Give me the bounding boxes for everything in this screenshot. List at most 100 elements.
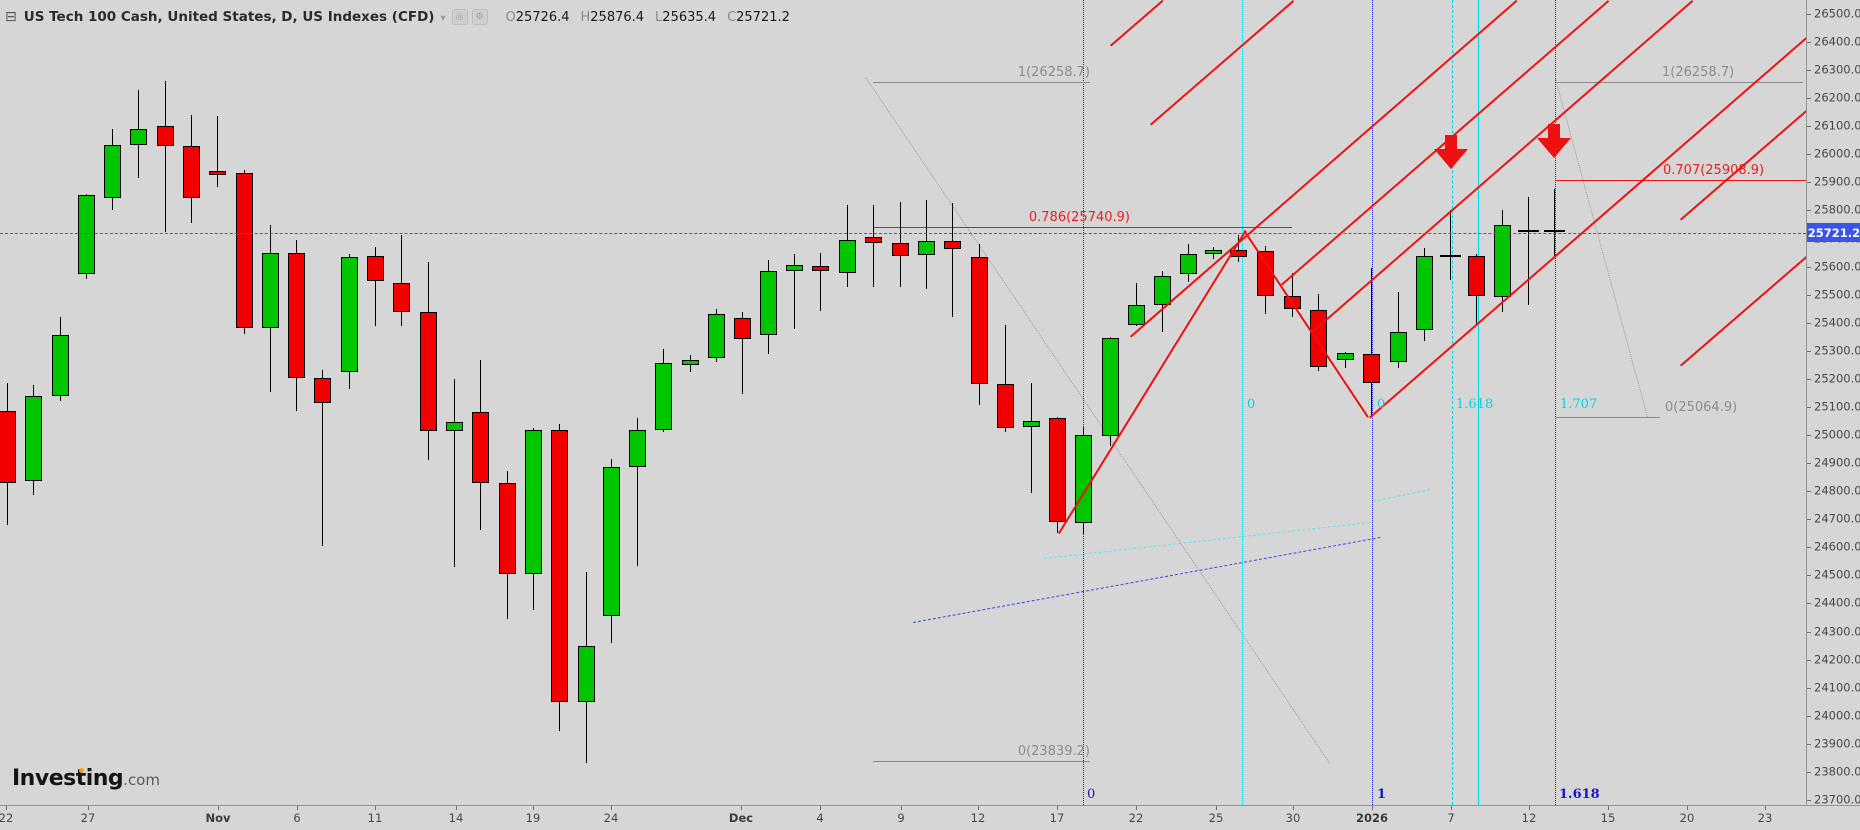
candle-wick (165, 81, 166, 232)
date-tick-label[interactable]: 17 (1049, 811, 1065, 825)
candle-wick (637, 417, 638, 567)
date-tick-mark (375, 806, 376, 810)
arrow-stem (1548, 124, 1560, 139)
date-tick-label[interactable]: 19 (525, 811, 541, 825)
candlestick-up (682, 359, 699, 366)
date-tick-label[interactable]: 22 (1128, 811, 1144, 825)
candlestick-up (603, 467, 620, 616)
date-tick-label[interactable]: 20 (1679, 811, 1695, 825)
fib-level-line (1556, 416, 1660, 418)
price-tick-mark (1807, 294, 1811, 296)
fib-baseline-dotted-line (865, 77, 1330, 764)
date-tick-label[interactable]: 25 (1208, 811, 1224, 825)
date-tick-mark (901, 806, 902, 810)
date-tick-label[interactable]: 2026 (1355, 811, 1389, 825)
fib-level-line (873, 760, 1090, 762)
candlestick-down (734, 317, 751, 339)
date-tick-label[interactable]: 23 (1757, 811, 1773, 825)
price-tick-label: 25600.0 (1814, 258, 1860, 273)
date-tick-mark (456, 806, 457, 810)
candlestick-up (446, 421, 463, 432)
price-tick-mark (1807, 659, 1811, 661)
date-tick-label[interactable]: 11 (367, 811, 383, 825)
candlestick-down (1230, 249, 1247, 257)
candlestick-up (1154, 275, 1171, 306)
date-tick-label[interactable]: 30 (1285, 811, 1301, 825)
price-tick-mark (1807, 631, 1811, 633)
price-axis[interactable]: 26500.0 26400.0 26300.0 26200.0 26100.0 26000… (1806, 0, 1860, 805)
price-tick-mark (1807, 126, 1811, 128)
price-tick-label: 25900.0 (1814, 174, 1860, 189)
red-channel-line (1150, 0, 1295, 126)
current-price-dashed-line (0, 232, 1806, 234)
candlestick-down (314, 377, 331, 403)
date-tick-label[interactable]: 22 (0, 811, 14, 825)
price-tick-mark (1807, 519, 1811, 521)
date-tick-mark (741, 806, 742, 810)
candlestick-down (0, 411, 16, 483)
date-tick-mark (1765, 806, 1766, 810)
candlestick-up (104, 144, 121, 198)
date-tick-label[interactable]: 12 (1521, 811, 1537, 825)
fib-level-label: 0(23839.2) (1017, 743, 1090, 759)
candlestick-up (341, 256, 358, 373)
fib-level-line (1556, 179, 1806, 181)
blue-vertical-dotted-line (1555, 0, 1556, 805)
investing-logo[interactable]: Investing.com (12, 766, 160, 791)
date-tick-mark (978, 806, 979, 810)
candlestick-down (1363, 354, 1380, 383)
candlestick-up (1180, 254, 1197, 274)
date-tick-mark (1216, 806, 1217, 810)
price-tick-mark (1807, 350, 1811, 352)
cyan-vertical-solid-line (1478, 0, 1479, 805)
date-tick-label[interactable]: 15 (1600, 811, 1616, 825)
date-tick-mark (1136, 806, 1137, 810)
price-tick-mark (1807, 743, 1811, 745)
current-price-badge: 25721.2 (1807, 223, 1860, 243)
date-tick-mark (6, 806, 7, 810)
candle-wick (454, 379, 455, 567)
collapse-icon[interactable]: ⊟ (5, 9, 17, 25)
price-tick-mark (1807, 435, 1811, 437)
arrow-head (1434, 149, 1468, 169)
price-tick-mark (1807, 182, 1811, 184)
time-axis[interactable]: 22 27 Nov 6 11 14 19 24 Dec 4 9 12 17 22 25 30 2026 7 12 15… (0, 805, 1860, 830)
red-down-arrow-icon (1537, 124, 1571, 158)
channel-ratio-label: 1.618 (1456, 397, 1494, 412)
date-tick-label[interactable]: 9 (897, 811, 905, 825)
date-tick-label[interactable]: 12 (970, 811, 986, 825)
candlestick-up (629, 429, 646, 468)
price-tick-label: 26400.0 (1814, 34, 1860, 49)
channel-ratio-label: 0 (1377, 397, 1386, 412)
candle-wick (1398, 291, 1399, 369)
candlestick-up (1416, 255, 1433, 331)
date-tick-label[interactable]: Nov (205, 811, 231, 825)
date-tick-label[interactable]: 14 (448, 811, 464, 825)
blue-vertical-dotted-line (1372, 0, 1373, 805)
date-tick-label[interactable]: 24 (603, 811, 619, 825)
fib-level-line (873, 81, 1090, 83)
date-tick-mark (1451, 806, 1452, 810)
price-tick-mark (1807, 575, 1811, 577)
indicator-icon[interactable]: ◎ (451, 9, 468, 25)
price-tick-mark (1807, 70, 1811, 72)
ohlc-h-value: H25876.4 (580, 9, 645, 25)
price-pane[interactable]: 1(26258.7) 0.786(25740.9) 0(23839.2) 1(2625… (0, 0, 1806, 805)
candlestick-down (209, 171, 226, 175)
date-tick-label[interactable]: 6 (293, 811, 301, 825)
fib-level-line (873, 227, 1292, 229)
chevron-down-icon[interactable]: ▾ (440, 12, 446, 24)
ohlc-l-value: L25635.4 (655, 9, 717, 25)
candle-doji-tick (1544, 230, 1565, 233)
candlestick-down (1468, 255, 1485, 297)
candlestick-down (499, 483, 516, 574)
date-tick-label[interactable]: Dec (728, 811, 754, 825)
symbol-title[interactable]: US Tech 100 Cash, United States, D, US I… (23, 9, 435, 25)
settings-gear-icon[interactable]: ⚙ (471, 9, 488, 25)
channel-ratio-label: 1 (1377, 787, 1387, 802)
date-tick-label[interactable]: 4 (816, 811, 824, 825)
arrow-head (1537, 138, 1571, 158)
date-tick-label[interactable]: 7 (1447, 811, 1455, 825)
date-tick-label[interactable]: 27 (80, 811, 96, 825)
ohlc-c-value: C25721.2 (727, 9, 790, 25)
